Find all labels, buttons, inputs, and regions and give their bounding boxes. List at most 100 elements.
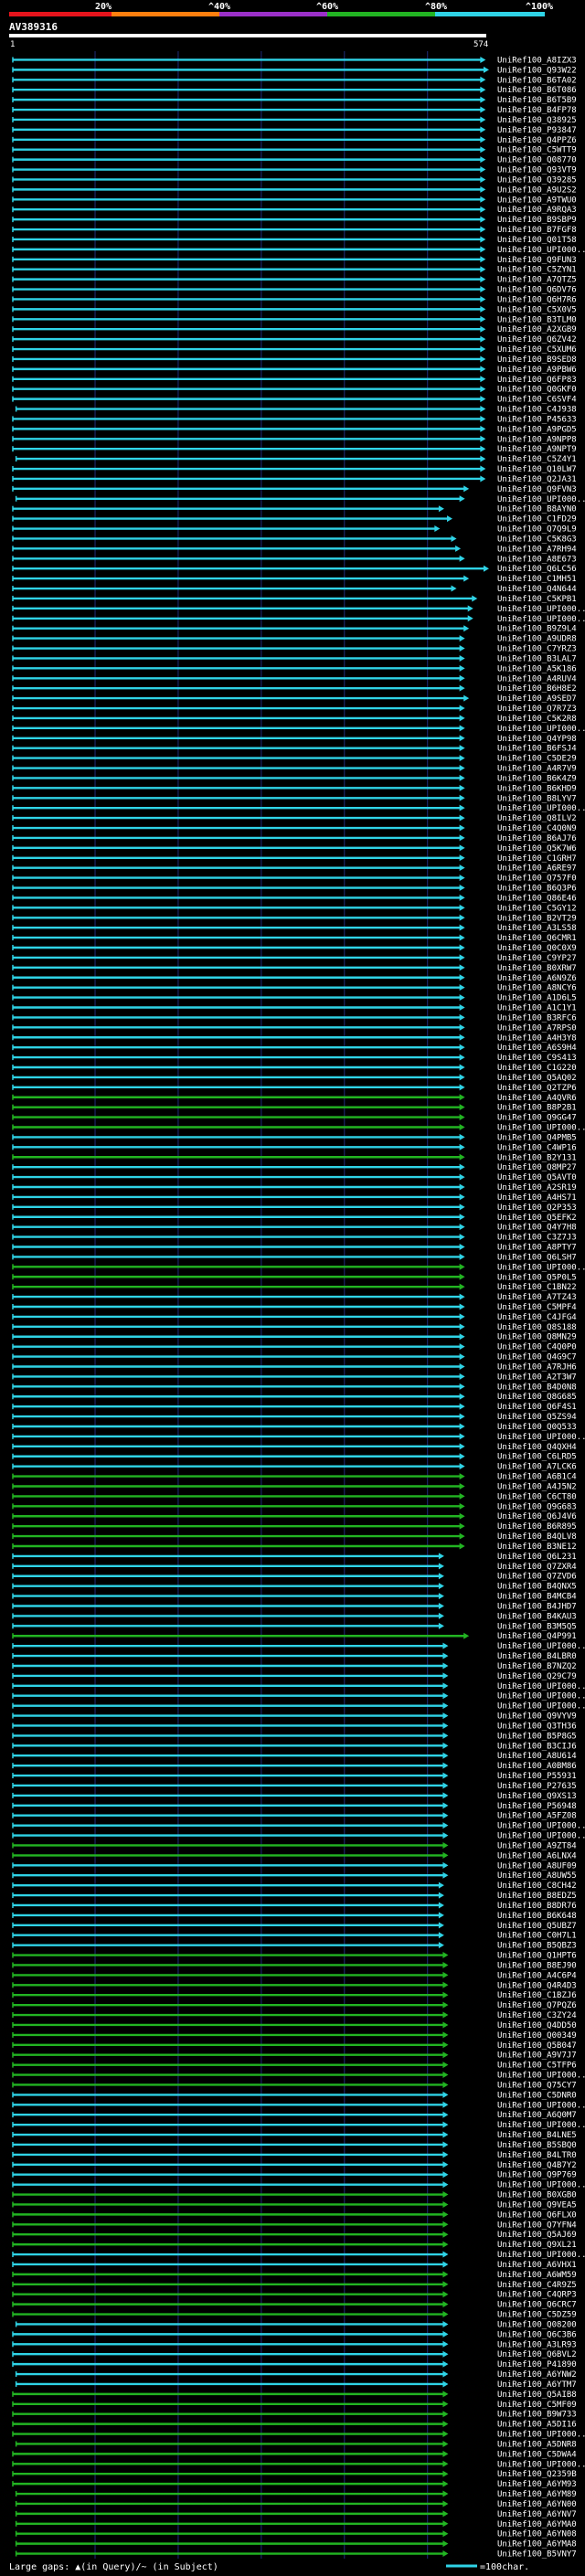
hit-label[interactable]: UniRef100_B2Y131 xyxy=(497,1153,577,1162)
hit-row[interactable]: UniRef100_Q8MP27 xyxy=(12,1163,577,1172)
hit-label[interactable]: UniRef100_Q9FVN3 xyxy=(497,485,577,494)
hit-row[interactable]: UniRef100_UPI000... xyxy=(12,1682,585,1691)
hit-label[interactable]: UniRef100_A8PTY7 xyxy=(497,1244,577,1253)
hit-label[interactable]: UniRef100_B3LAL7 xyxy=(497,654,577,663)
hit-label[interactable]: UniRef100_C5DZ59 xyxy=(497,2311,577,2320)
hit-row[interactable]: UniRef100_A4HS71 xyxy=(12,1193,577,1203)
hit-label[interactable]: UniRef100_Q5EFK2 xyxy=(497,1214,577,1223)
hit-row[interactable]: UniRef100_A9TWU0 xyxy=(12,196,577,205)
hit-label[interactable]: UniRef100_B4KAU3 xyxy=(497,1612,577,1621)
hit-row[interactable]: UniRef100_UPI000... xyxy=(12,2181,585,2190)
hit-label[interactable]: UniRef100_Q10LW7 xyxy=(497,465,577,474)
hit-row[interactable]: UniRef100_UPI000... xyxy=(12,2072,585,2081)
hit-row[interactable]: UniRef100_Q6LC56 xyxy=(12,565,577,574)
hit-row[interactable]: UniRef100_C6LRD5 xyxy=(12,1453,577,1462)
hit-label[interactable]: UniRef100_Q6CMR1 xyxy=(497,934,577,943)
hit-row[interactable]: UniRef100_B3LAL7 xyxy=(12,654,577,663)
hit-row[interactable]: UniRef100_P45633 xyxy=(12,415,577,424)
hit-label[interactable]: UniRef100_A9SED7 xyxy=(497,694,577,704)
hit-label[interactable]: UniRef100_C5X0V5 xyxy=(497,305,577,314)
hit-row[interactable]: UniRef100_A3LS58 xyxy=(12,924,577,933)
hit-row[interactable]: UniRef100_Q6FP83 xyxy=(12,376,577,385)
hit-label[interactable]: UniRef100_A4RUV4 xyxy=(497,674,577,684)
hit-label[interactable]: UniRef100_B3TLM0 xyxy=(497,315,577,324)
hit-row[interactable]: UniRef100_Q9P769 xyxy=(12,2171,577,2180)
hit-label[interactable]: UniRef100_Q6FP83 xyxy=(497,376,577,385)
hit-row[interactable]: UniRef100_A0BM86 xyxy=(12,1762,577,1771)
hit-label[interactable]: UniRef100_Q4YP98 xyxy=(497,735,577,744)
hit-label[interactable]: UniRef100_A6B1C4 xyxy=(497,1473,577,1482)
hit-row[interactable]: UniRef100_Q6CRC7 xyxy=(12,2301,577,2310)
hit-row[interactable]: UniRef100_A5DI16 xyxy=(12,2421,577,2430)
hit-row[interactable]: UniRef100_A6YTM7 xyxy=(15,2380,577,2390)
hit-row[interactable]: UniRef100_C1BZJ6 xyxy=(12,1991,577,2000)
hit-row[interactable]: UniRef100_B6Q3P6 xyxy=(12,885,577,894)
hit-label[interactable]: UniRef100_B6K648 xyxy=(497,1912,577,1921)
hit-label[interactable]: UniRef100_C4J938 xyxy=(497,406,577,415)
hit-label[interactable]: UniRef100_Q8S188 xyxy=(497,1323,577,1332)
hit-row[interactable]: UniRef100_B4LNE5 xyxy=(12,2131,577,2140)
hit-label[interactable]: UniRef100_A6YNV7 xyxy=(497,2510,577,2519)
hit-label[interactable]: UniRef100_Q8MP27 xyxy=(497,1163,577,1172)
hit-label[interactable]: UniRef100_UPI000... xyxy=(497,605,585,614)
hit-label[interactable]: UniRef100_UPI000... xyxy=(497,1702,585,1712)
hit-row[interactable]: UniRef100_Q9FUN3 xyxy=(12,256,577,265)
hit-row[interactable]: UniRef100_A7RJH6 xyxy=(12,1362,577,1372)
hit-label[interactable]: UniRef100_C1FD29 xyxy=(497,515,577,525)
hit-row[interactable]: UniRef100_UPI000... xyxy=(12,725,585,734)
hit-row[interactable]: UniRef100_C4QRP3 xyxy=(12,2291,577,2300)
hit-row[interactable]: UniRef100_A9U2S2 xyxy=(12,186,577,195)
hit-label[interactable]: UniRef100_A9NPP8 xyxy=(497,435,577,444)
hit-label[interactable]: UniRef100_Q5AVT0 xyxy=(497,1173,577,1182)
hit-row[interactable]: UniRef100_Q7PQZ6 xyxy=(12,2001,577,2010)
hit-row[interactable]: UniRef100_B6KHD9 xyxy=(12,784,577,793)
hit-label[interactable]: UniRef100_A9U2S2 xyxy=(497,186,577,195)
hit-label[interactable]: UniRef100_Q2P353 xyxy=(497,1203,577,1213)
hit-label[interactable]: UniRef100_B5QBZ3 xyxy=(497,1942,577,1951)
hit-label[interactable]: UniRef100_P93847 xyxy=(497,126,577,135)
hit-label[interactable]: UniRef100_Q8ILV2 xyxy=(497,814,577,823)
hit-label[interactable]: UniRef100_Q7R7Z3 xyxy=(497,705,577,714)
hit-label[interactable]: UniRef100_Q5AJ69 xyxy=(497,2231,577,2240)
hit-label[interactable]: UniRef100_UPI000... xyxy=(497,2101,585,2110)
hit-row[interactable]: UniRef100_Q5EFK2 xyxy=(12,1214,577,1223)
hit-label[interactable]: UniRef100_Q4DD50 xyxy=(497,2021,577,2030)
hit-label[interactable]: UniRef100_B5P8G5 xyxy=(497,1732,577,1741)
hit-row[interactable]: UniRef100_Q5AQ02 xyxy=(12,1074,577,1083)
hit-label[interactable]: UniRef100_C0H7L1 xyxy=(497,1932,577,1941)
hit-row[interactable]: UniRef100_Q39285 xyxy=(12,175,577,185)
hit-label[interactable]: UniRef100_C6CT80 xyxy=(497,1492,577,1501)
hit-row[interactable]: UniRef100_Q6L231 xyxy=(12,1553,577,1562)
hit-row[interactable]: UniRef100_C1BN22 xyxy=(12,1283,577,1292)
hit-row[interactable]: UniRef100_B4KAU3 xyxy=(12,1612,577,1621)
hit-row[interactable]: UniRef100_Q6BVL2 xyxy=(12,2350,577,2359)
hit-row[interactable]: UniRef100_UPI000... xyxy=(12,1642,585,1651)
hit-row[interactable]: UniRef100_Q93VT9 xyxy=(12,166,577,175)
hit-row[interactable]: UniRef100_UPI000... xyxy=(12,1433,585,1442)
hit-label[interactable]: UniRef100_UPI000... xyxy=(497,246,585,255)
hit-label[interactable]: UniRef100_A5DI16 xyxy=(497,2421,577,2430)
hit-row[interactable]: UniRef100_A9SED7 xyxy=(12,694,577,704)
hit-label[interactable]: UniRef100_Q6FLX0 xyxy=(497,2210,577,2220)
hit-row[interactable]: UniRef100_A6WM59 xyxy=(12,2271,577,2280)
hit-row[interactable]: UniRef100_C5DNR0 xyxy=(12,2091,577,2100)
hit-label[interactable]: UniRef100_C1BN22 xyxy=(497,1283,577,1292)
hit-label[interactable]: UniRef100_Q9P769 xyxy=(497,2171,577,2180)
hit-row[interactable]: UniRef100_Q2TZP6 xyxy=(12,1084,577,1093)
hit-label[interactable]: UniRef100_Q757F0 xyxy=(497,875,577,884)
hit-label[interactable]: UniRef100_UPI000... xyxy=(497,2072,585,2081)
hit-label[interactable]: UniRef100_A5DNR8 xyxy=(497,2440,577,2449)
hit-row[interactable]: UniRef100_A6YM93 xyxy=(12,2480,577,2489)
hit-row[interactable]: UniRef100_Q4DD50 xyxy=(12,2021,577,2030)
hit-label[interactable]: UniRef100_C5XUM6 xyxy=(497,345,577,355)
hit-row[interactable]: UniRef100_A9V7J7 xyxy=(12,2051,577,2061)
hit-row[interactable]: UniRef100_B0XRW7 xyxy=(12,964,577,973)
hit-row[interactable]: UniRef100_Q8G685 xyxy=(12,1393,577,1402)
hit-label[interactable]: UniRef100_Q6J4V6 xyxy=(497,1512,577,1521)
hit-label[interactable]: UniRef100_Q6LC56 xyxy=(497,565,577,574)
hit-row[interactable]: UniRef100_A6VHX1 xyxy=(12,2261,577,2270)
hit-label[interactable]: UniRef100_A9PBW6 xyxy=(497,366,577,375)
hit-label[interactable]: UniRef100_A3LS58 xyxy=(497,924,577,933)
hit-label[interactable]: UniRef100_C4QRP3 xyxy=(497,2291,577,2300)
hit-row[interactable]: UniRef100_B8EDZ5 xyxy=(12,1892,577,1901)
